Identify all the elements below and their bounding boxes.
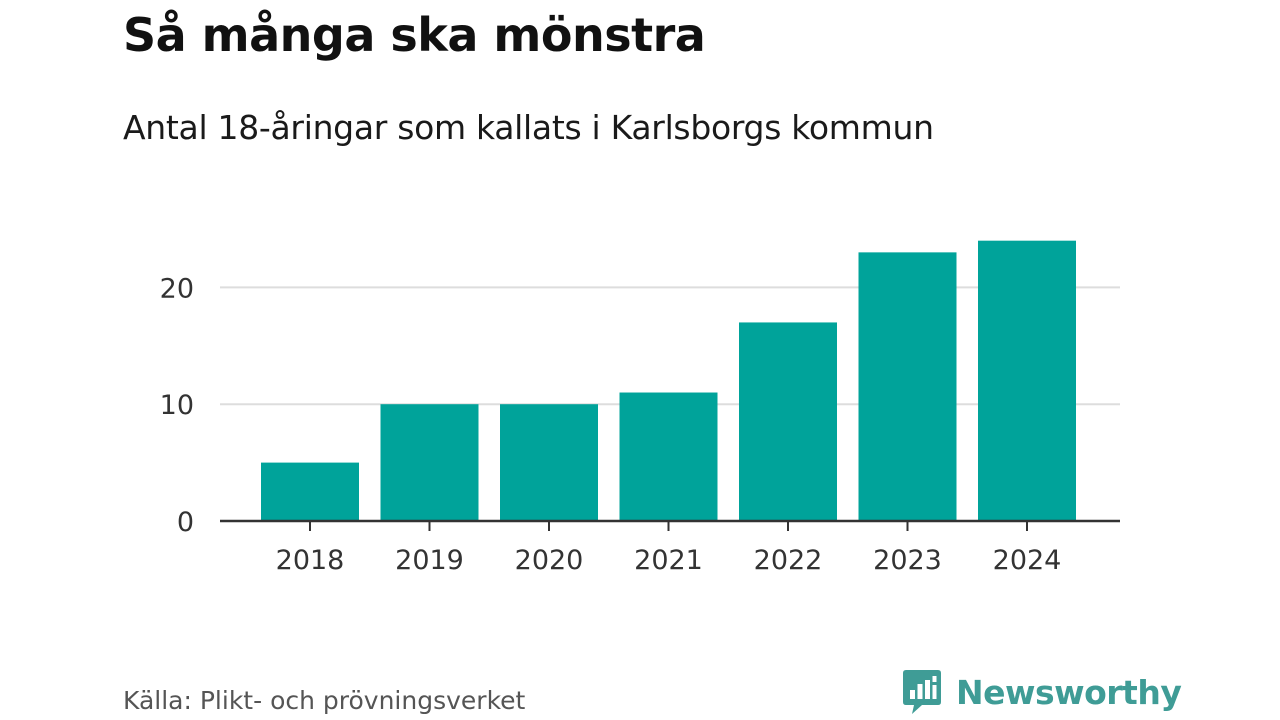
newsworthy-logo-icon [903,670,941,714]
x-tick-label-2022: 2022 [754,545,823,576]
bar-2020 [500,404,598,521]
x-tick-label-2023: 2023 [873,545,942,576]
source-note: Källa: Plikt- och prövningsverket [123,686,526,715]
newsworthy-brand: Newsworthy [902,668,1182,716]
x-axis [220,519,1120,531]
bar-2024 [978,240,1076,521]
x-tick-label-2024: 2024 [993,545,1062,576]
bars [261,240,1076,522]
x-tick-label-2018: 2018 [276,545,345,576]
x-tick-label-2019: 2019 [395,545,464,576]
bar-2021 [619,392,718,521]
x-tick-label-2021: 2021 [634,545,703,576]
bar-chart: 0 10 20 2018 2019 2020 2021 2022 2023 2024 [160,240,1120,576]
bar-2022 [739,322,837,521]
chart-subtitle: Antal 18-åringar som kallats i Karlsborg… [123,108,934,147]
tick-labels: 0 10 20 2018 2019 2020 2021 2022 2023 2024 [160,273,1062,576]
y-tick-label-20: 20 [160,273,194,304]
x-tick-label-2020: 2020 [515,545,584,576]
bar-2019 [380,404,479,521]
chart-title: Så många ska mönstra [123,8,706,62]
y-tick-label-10: 10 [160,390,194,421]
y-tick-label-0: 0 [177,507,194,538]
bar-2018 [261,462,359,521]
brand-name: Newsworthy [956,672,1182,712]
bar-2023 [858,252,957,522]
